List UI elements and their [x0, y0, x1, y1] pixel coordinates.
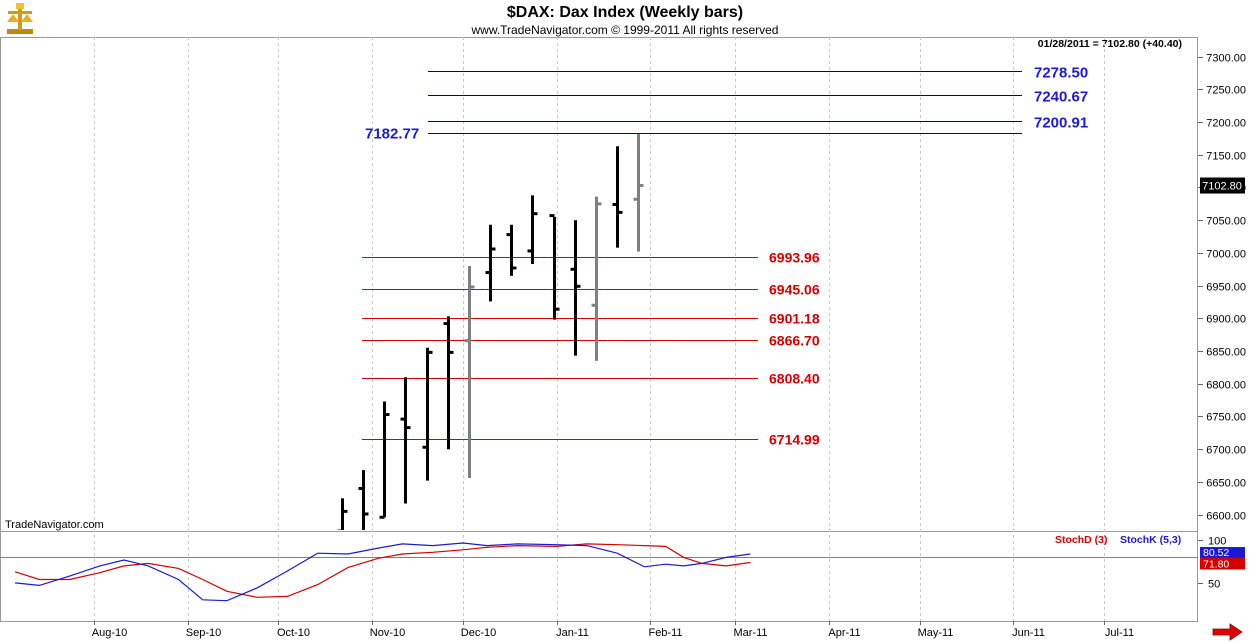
x-tick-label: Jun-11	[1012, 627, 1045, 639]
copyright-text: www.TradeNavigator.com © 1999-2011 All r…	[471, 23, 779, 37]
resistance-label: 7278.50	[1034, 65, 1088, 82]
y-tick-label: 6650.00	[1206, 478, 1246, 490]
stoch-k-last-label: 80.52	[1203, 547, 1229, 559]
price-bars	[337, 133, 644, 530]
y-tick-label: 7000.00	[1206, 249, 1246, 261]
chart-title: $DAX: Dax Index (Weekly bars)	[507, 4, 743, 21]
last-price-tag	[1200, 177, 1245, 194]
y-tick-label: 7200.00	[1206, 118, 1246, 130]
y-tick-label: 7250.00	[1206, 85, 1246, 97]
ohlc-bar	[400, 377, 411, 504]
y-tick-label: 6700.00	[1206, 445, 1246, 457]
chart-frame	[0, 37, 1198, 622]
level-lines: 7278.50 7240.67 7200.91 7182.77 6993.96 6945.…	[362, 65, 1088, 448]
x-tick-label: Mar-11	[733, 627, 767, 639]
ohlc-bar	[464, 266, 475, 479]
legend-stoch-d: StochD (3)	[1055, 534, 1108, 546]
ohlc-bar	[443, 316, 454, 450]
resistance-label: 7182.77	[365, 126, 419, 143]
y-tick-label: 6850.00	[1206, 347, 1246, 359]
x-tick-label: Nov-10	[370, 627, 405, 639]
stoch-series-line	[14, 543, 751, 598]
y-tick-label: 6600.00	[1206, 511, 1246, 523]
x-tick-label: Apr-11	[828, 627, 860, 639]
ohlc-bar	[379, 401, 390, 519]
ohlc-bar	[612, 146, 623, 248]
scroll-right-arrow-icon[interactable]	[1212, 623, 1243, 641]
stoch-series-line	[15, 542, 751, 602]
ohlc-bar	[591, 196, 602, 361]
grid-layer	[94, 37, 1105, 621]
y-tick-label: 6900.00	[1206, 314, 1246, 326]
y-tick-label: 6950.00	[1206, 282, 1246, 294]
x-tick-label: Sep-10	[186, 627, 221, 639]
stoch-y-tick-label: 50	[1208, 579, 1220, 591]
trade-navigator-logo-icon	[7, 3, 33, 34]
legend-stoch-k: StochK (5,3)	[1120, 534, 1181, 546]
ohlc-bar	[358, 470, 369, 530]
x-tick-label: Feb-11	[648, 627, 682, 639]
y-tick-label: 7050.00	[1206, 216, 1246, 228]
y-tick-label: 6800.00	[1206, 380, 1246, 392]
support-label: 6714.99	[769, 432, 820, 448]
x-tick-label: May-11	[918, 627, 954, 639]
ohlc-bar	[337, 498, 348, 530]
y-tick-label: 6750.00	[1206, 412, 1246, 424]
watermark-text: TradeNavigator.com	[5, 519, 104, 531]
y-tick-label: 7300.00	[1206, 53, 1246, 65]
last-price-label: 7102.80	[1202, 181, 1242, 193]
x-tick-label: Jan-11	[556, 627, 589, 639]
support-label: 6945.06	[769, 282, 820, 298]
ohlc-bars	[337, 133, 644, 530]
last-quote-readout: 01/28/2011 = 7102.80 (+40.40)	[1038, 38, 1182, 50]
support-label: 6993.96	[769, 250, 820, 266]
stoch-d-last-tag	[1200, 557, 1245, 570]
resistance-label: 7240.67	[1034, 89, 1088, 106]
stoch-d-last-label: 71.80	[1203, 559, 1229, 571]
x-tick-label: Jul-11	[1105, 627, 1134, 639]
x-tick-label: Aug-10	[92, 627, 127, 639]
ohlc-bar	[506, 224, 517, 276]
ohlc-bar	[570, 220, 581, 356]
support-label: 6808.40	[769, 371, 820, 387]
ohlc-bar	[527, 195, 538, 265]
ohlc-bar	[422, 347, 433, 481]
x-tick-label: Dec-10	[461, 627, 496, 639]
stoch-k-last-tag	[1200, 547, 1245, 559]
stoch-y-tick-label: 100	[1208, 536, 1226, 548]
support-label: 6866.70	[769, 333, 820, 349]
support-label: 6901.18	[769, 311, 820, 327]
ohlc-bar	[633, 133, 644, 252]
x-tick-label: Oct-10	[277, 627, 310, 639]
y-tick-label: 7150.00	[1206, 151, 1246, 163]
ohlc-bar	[485, 224, 496, 302]
axes: Aug-10 Sep-10 Oct-10 Nov-10 Dec-10 Jan-11 Feb-…	[92, 53, 1246, 640]
ohlc-bar	[549, 214, 560, 320]
resistance-label: 7200.91	[1034, 115, 1088, 132]
